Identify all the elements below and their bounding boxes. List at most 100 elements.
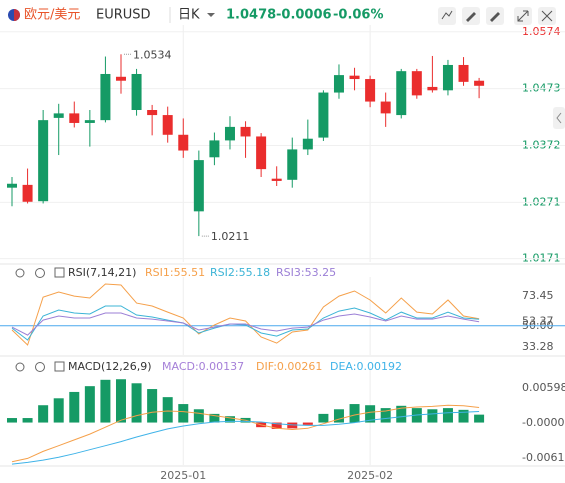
close-icon [541, 10, 553, 22]
dropdown-arrow[interactable] [207, 13, 215, 17]
candle-body [178, 134, 189, 151]
candle-body [84, 120, 95, 123]
tool-button[interactable] [438, 7, 456, 25]
candle-body [333, 75, 344, 93]
macd-bar [458, 409, 469, 423]
collapse-button[interactable] [553, 107, 565, 129]
change: -0.0006 [276, 8, 332, 23]
indicator-title: RSI(7,14,21) [68, 266, 136, 279]
indicator-line [11, 305, 480, 341]
candle-body [69, 113, 80, 123]
tool-icon [490, 12, 500, 22]
macd-bar [69, 391, 80, 423]
indicator-line [11, 411, 480, 465]
legend-entry: RSI3:53.25 [276, 266, 336, 279]
candle-body [302, 138, 313, 150]
candle-body [193, 160, 204, 212]
legend-entry: RSI2:55.18 [210, 266, 270, 279]
eye-icon[interactable] [15, 268, 25, 278]
macd-bar [427, 409, 438, 423]
indicator-title: MACD(12,26,9) [68, 360, 152, 373]
candle-body [131, 73, 142, 111]
macd-bar [84, 386, 95, 423]
candle-body [100, 73, 111, 121]
macd-bar [287, 422, 298, 429]
settings-icon[interactable] [35, 362, 45, 372]
legend-entry: DIF:0.00261 [256, 360, 322, 373]
macd-bar [349, 404, 360, 423]
pair-name: 欧元/美元 [24, 8, 80, 23]
macd-bar [38, 405, 49, 423]
candle-body [224, 126, 235, 141]
rsi-icons [15, 267, 65, 278]
candle-body [349, 75, 360, 80]
indicator-icon[interactable] [54, 361, 65, 372]
legend-entry: MACD:0.00137 [162, 360, 244, 373]
candle-body [365, 79, 376, 102]
candle-body [318, 92, 329, 138]
candle-body [162, 115, 173, 135]
candle-body [271, 178, 282, 181]
y-tick-label: 53.37 [522, 315, 554, 328]
macd-bar [442, 408, 453, 423]
macd-bar [147, 389, 158, 423]
collapse-icon [556, 112, 562, 124]
candle-body [147, 110, 158, 116]
eye-icon[interactable] [15, 362, 25, 372]
change-pct: -0.06% [333, 8, 384, 23]
y-tick-label: -0.00008 [522, 416, 565, 429]
candle-body [474, 80, 485, 86]
macd-bar [224, 416, 235, 423]
candle-body [411, 71, 422, 96]
candle-body [458, 64, 469, 82]
candle-body [442, 64, 453, 91]
candle-body [256, 136, 267, 170]
price: 1.0478 [226, 8, 276, 23]
candle-body [240, 126, 251, 137]
macd-bar [209, 413, 220, 423]
candle-body [209, 140, 220, 158]
macd-bar [100, 379, 111, 423]
macd-bar [365, 405, 376, 423]
flag-icon-half [14, 9, 20, 21]
annotation-label: 1.0211 [211, 230, 250, 243]
macd-bar [271, 422, 282, 429]
y-tick-label: -0.00614 [522, 451, 565, 464]
x-tick-label: 2025-01 [160, 469, 206, 482]
candle-body [427, 86, 438, 91]
annotation-label: 1.0534 [133, 48, 172, 61]
tool-icon [517, 10, 529, 22]
y-tick-label: 33.28 [522, 340, 554, 353]
y-tick-label: 0.00598 [522, 381, 565, 394]
candle-body [7, 183, 17, 188]
candle-body [115, 76, 126, 81]
settings-icon[interactable] [35, 268, 45, 278]
toolbar [438, 7, 556, 25]
legend-entry: RSI1:55.51 [145, 266, 205, 279]
macd-bar [318, 413, 329, 423]
macd-bar [115, 379, 126, 423]
macd-bar [302, 422, 313, 425]
candle-body [22, 184, 33, 202]
candle-body [396, 71, 407, 116]
macd-icons [15, 361, 65, 372]
candle-body [53, 113, 64, 118]
macd-bar [53, 398, 64, 423]
tool-icon [441, 10, 453, 20]
symbol: EURUSD [96, 8, 151, 23]
indicator-line [11, 283, 480, 346]
tool-icon [466, 12, 476, 22]
y-tick-label: 73.45 [522, 289, 554, 302]
indicator-line [11, 404, 480, 463]
macd-bar [178, 404, 189, 423]
candle-body [380, 101, 391, 114]
macd-bar [396, 405, 407, 423]
macd-bar [22, 418, 33, 423]
period[interactable]: 日K [178, 8, 200, 23]
indicator-icon[interactable] [54, 267, 65, 278]
macd-bar [131, 383, 142, 423]
candle-body [38, 120, 49, 202]
macd-bar [333, 409, 344, 423]
